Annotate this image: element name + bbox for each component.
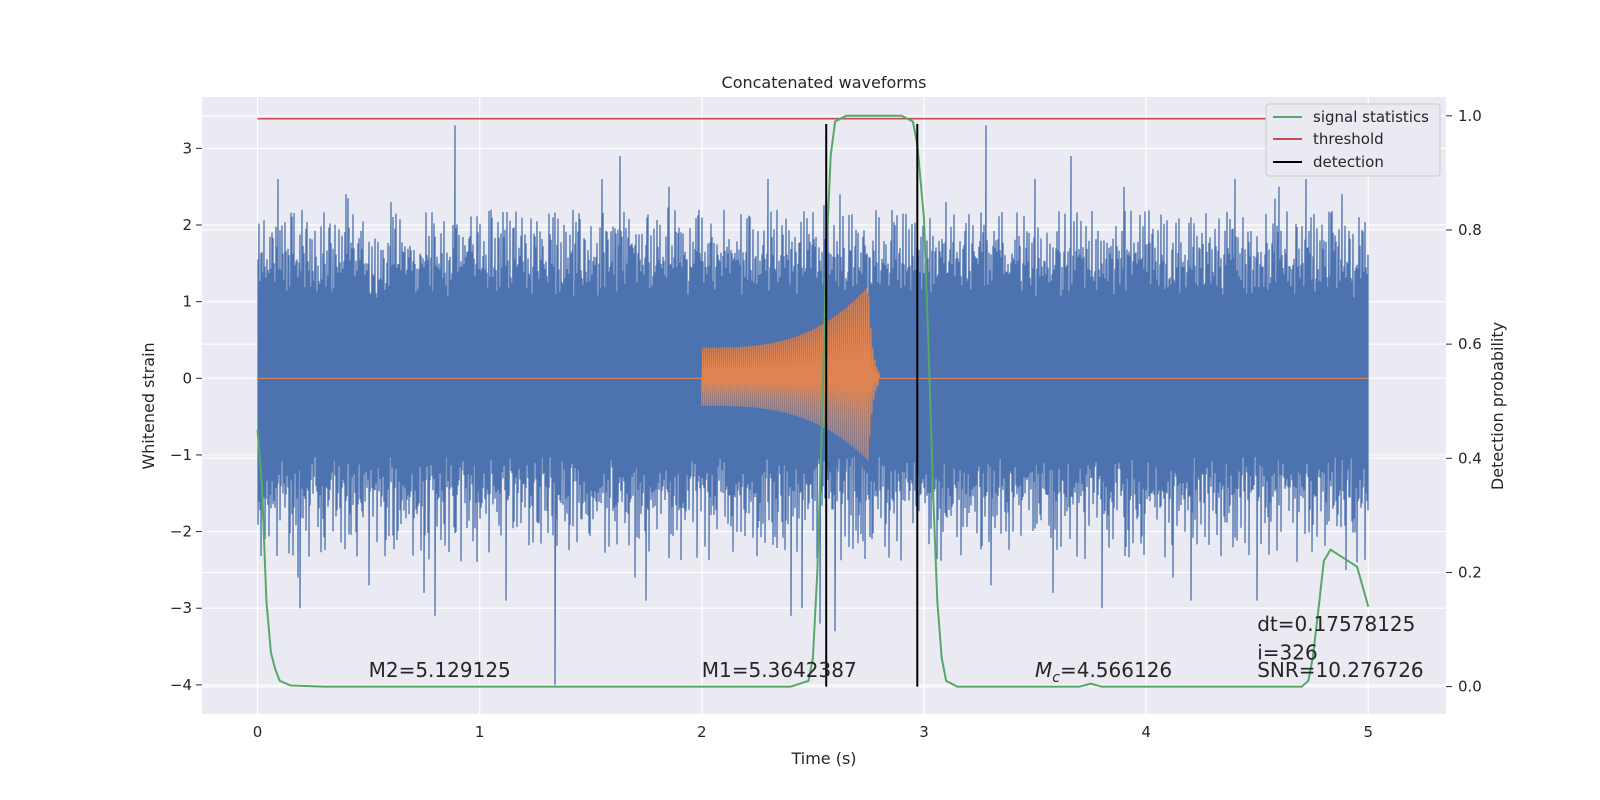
y-axis-label: Whitened strain (139, 342, 158, 469)
x-axis-label: Time (s) (790, 749, 856, 768)
legend-label-threshold: threshold (1313, 130, 1384, 148)
y2-axis-label: Detection probability (1488, 322, 1507, 490)
x-tick-label: 0 (253, 723, 263, 741)
y2-tick-label: 0.6 (1458, 335, 1482, 353)
annotation: M2=5.129125 (369, 658, 511, 682)
y-tick-label: −3 (170, 599, 192, 617)
annotation: Mc=4.566126 (1035, 658, 1172, 686)
y-tick-label: −4 (170, 676, 192, 694)
y2-tick-label: 0.0 (1458, 678, 1482, 696)
chirp-series-line (257, 288, 1369, 461)
x-tick-label: 4 (1141, 723, 1151, 741)
annotation-subscript: c (1052, 670, 1060, 686)
y-tick-labels: 3 2 1 0 −1 −2 −3 −4 (170, 139, 192, 694)
legend: signal statistics threshold detection (1265, 103, 1441, 177)
chart-title: Concatenated waveforms (722, 73, 927, 92)
legend-box (1265, 103, 1441, 177)
x-tick-label: 3 (919, 723, 929, 741)
annotations: M2=5.129125 M1=5.3642387 Mc=4.566126 SNR=10… (369, 612, 1424, 686)
y2-tick-label: 0.2 (1458, 563, 1482, 581)
x-tick-label: 1 (475, 723, 485, 741)
y-tick-label: 3 (182, 139, 192, 157)
detection-lines (825, 124, 919, 687)
y2-tick-labels: 1.0 0.8 0.6 0.4 0.2 0.0 (1458, 107, 1482, 696)
annotation-symbol: M (1035, 658, 1052, 682)
y-tick-label: −2 (170, 523, 192, 541)
y2-tick-label: 0.4 (1458, 449, 1482, 467)
annotation: dt=0.17578125 (1257, 612, 1415, 636)
annotation: M1=5.3642387 (702, 658, 857, 682)
x-tick-label: 2 (697, 723, 707, 741)
y2-tick-label: 1.0 (1458, 107, 1482, 125)
y-tick-label: 2 (182, 216, 192, 234)
y2-tick-label: 0.8 (1458, 221, 1482, 239)
y-tick-label: 0 (182, 369, 192, 387)
x-tick-label: 5 (1363, 723, 1373, 741)
annotation: SNR=10.276726 (1257, 658, 1423, 682)
annotation: i=326 (1257, 641, 1318, 665)
y-tick-label: −1 (170, 446, 192, 464)
legend-label-signal-statistics: signal statistics (1313, 108, 1429, 126)
y-tick-label: 1 (182, 293, 192, 311)
annotation-value: =4.566126 (1060, 658, 1172, 682)
legend-label-detection: detection (1313, 153, 1384, 171)
x-tick-labels: 0 1 2 3 4 5 (253, 723, 1373, 741)
